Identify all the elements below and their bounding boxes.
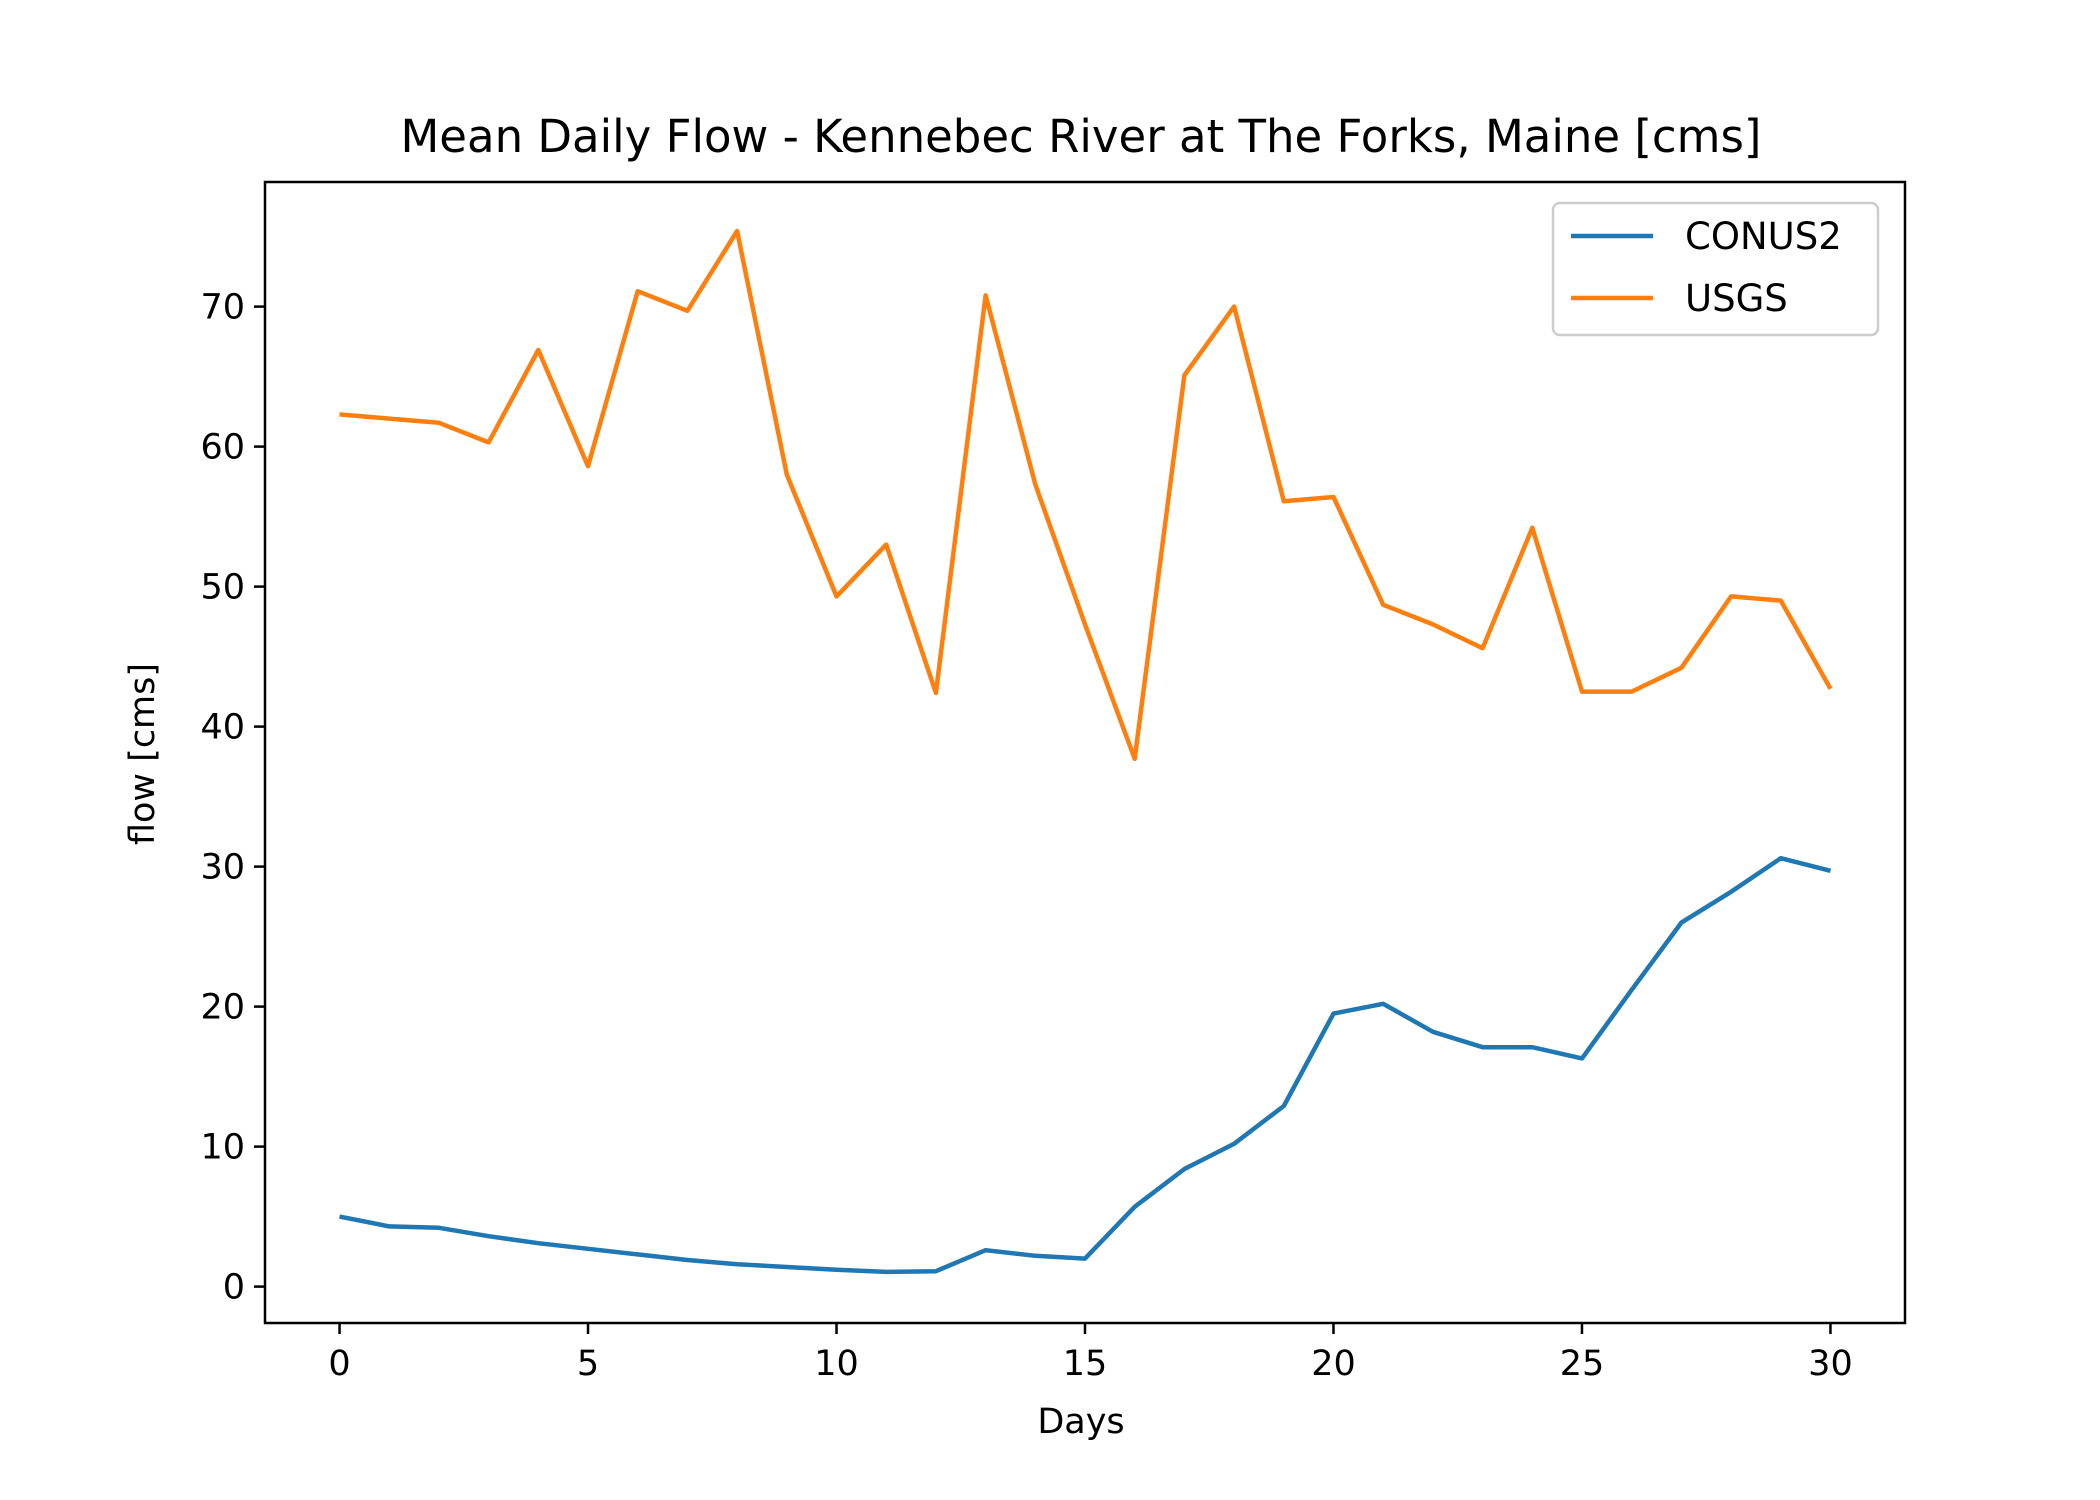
data-point-conus2: [835, 1268, 839, 1272]
data-point-conus2: [338, 1215, 342, 1219]
data-point-conus2: [536, 1241, 540, 1245]
data-point-usgs: [1282, 499, 1286, 503]
data-point-usgs: [835, 594, 839, 598]
data-point-conus2: [1182, 1167, 1186, 1171]
axis-ticks: 0 5 10 15 20 25 30 0 10 20 30 40 50 60 70: [200, 288, 1852, 1384]
data-point-usgs: [934, 691, 938, 695]
data-point-usgs: [1431, 622, 1435, 626]
data-point-conus2: [1232, 1142, 1236, 1146]
data-point-usgs: [1332, 495, 1336, 499]
data-point-conus2: [1133, 1205, 1137, 1209]
series-line-usgs: [339, 228, 1833, 762]
data-point-usgs: [1580, 690, 1584, 694]
data-point-conus2: [1481, 1045, 1485, 1049]
y-tick-label: 10: [200, 1128, 245, 1168]
data-point-usgs: [685, 309, 689, 313]
data-point-conus2: [586, 1247, 590, 1251]
data-point-usgs: [437, 421, 441, 425]
x-tick-label: 0: [328, 1344, 350, 1384]
data-point-usgs: [487, 440, 491, 444]
data-point-usgs: [1381, 603, 1385, 607]
data-point-conus2: [1580, 1056, 1584, 1060]
data-point-conus2: [1630, 988, 1634, 992]
legend: CONUS2 USGS: [1551, 201, 1880, 337]
data-point-conus2: [1530, 1045, 1534, 1049]
data-point-conus2: [1829, 869, 1833, 873]
legend-label-usgs: USGS: [1685, 277, 1788, 320]
data-point-usgs: [984, 293, 988, 297]
data-point-usgs: [1232, 305, 1236, 309]
data-point-conus2: [437, 1226, 441, 1230]
data-point-usgs: [1083, 622, 1087, 626]
series-line-conus2: [339, 855, 1832, 1275]
data-point-usgs: [1829, 687, 1833, 691]
data-point-usgs: [884, 543, 888, 547]
x-tick-label: 20: [1311, 1344, 1356, 1384]
y-tick-label: 40: [200, 708, 245, 748]
data-point-usgs: [1679, 666, 1683, 670]
x-tick-label: 30: [1808, 1344, 1853, 1384]
data-point-conus2: [1679, 921, 1683, 925]
data-point-conus2: [1729, 890, 1733, 894]
data-point-usgs: [536, 348, 540, 352]
data-point-conus2: [387, 1224, 391, 1228]
y-tick-label: 60: [200, 428, 245, 468]
data-point-conus2: [487, 1234, 491, 1238]
data-point-usgs: [1729, 594, 1733, 598]
data-point-conus2: [1282, 1104, 1286, 1108]
data-point-usgs: [387, 417, 391, 421]
data-point-conus2: [884, 1270, 888, 1274]
y-tick-label: 50: [200, 568, 245, 608]
data-point-usgs: [586, 464, 590, 468]
y-tick-label: 20: [200, 988, 245, 1028]
y-tick-label: 0: [223, 1268, 245, 1308]
data-point-usgs: [1630, 690, 1634, 694]
data-point-usgs: [1530, 526, 1534, 530]
data-point-usgs: [735, 229, 739, 233]
data-point-usgs: [338, 412, 342, 416]
data-point-usgs: [636, 289, 640, 293]
data-point-conus2: [1083, 1257, 1087, 1261]
data-point-conus2: [1381, 1002, 1385, 1006]
x-tick-label: 5: [577, 1344, 599, 1384]
x-axis-label: Days: [1037, 1402, 1124, 1442]
data-point-usgs: [1481, 646, 1485, 650]
y-tick-label: 30: [200, 848, 245, 888]
data-point-conus2: [1332, 1012, 1336, 1016]
data-point-usgs: [1182, 373, 1186, 377]
x-tick-label: 10: [814, 1344, 859, 1384]
x-tick-label: 15: [1063, 1344, 1108, 1384]
data-point-conus2: [1431, 1030, 1435, 1034]
data-point-conus2: [934, 1269, 938, 1273]
data-point-usgs: [1779, 599, 1783, 603]
data-point-conus2: [1033, 1254, 1037, 1258]
data-point-conus2: [685, 1258, 689, 1262]
y-tick-label: 70: [200, 288, 245, 328]
legend-label-conus2: CONUS2: [1685, 215, 1842, 258]
x-tick-label: 25: [1560, 1344, 1605, 1384]
data-point-usgs: [1033, 482, 1037, 486]
data-point-usgs: [785, 473, 789, 477]
chart-title: Mean Daily Flow - Kennebec River at The …: [400, 110, 1761, 163]
data-point-conus2: [636, 1252, 640, 1256]
data-point-conus2: [735, 1262, 739, 1266]
plot-area: [338, 228, 1833, 1275]
y-axis-label: flow [cms]: [123, 663, 163, 845]
plot-frame: [263, 180, 1907, 1325]
data-point-conus2: [1779, 856, 1783, 860]
data-point-usgs: [1133, 757, 1137, 761]
data-point-conus2: [785, 1265, 789, 1269]
data-point-conus2: [984, 1248, 988, 1252]
